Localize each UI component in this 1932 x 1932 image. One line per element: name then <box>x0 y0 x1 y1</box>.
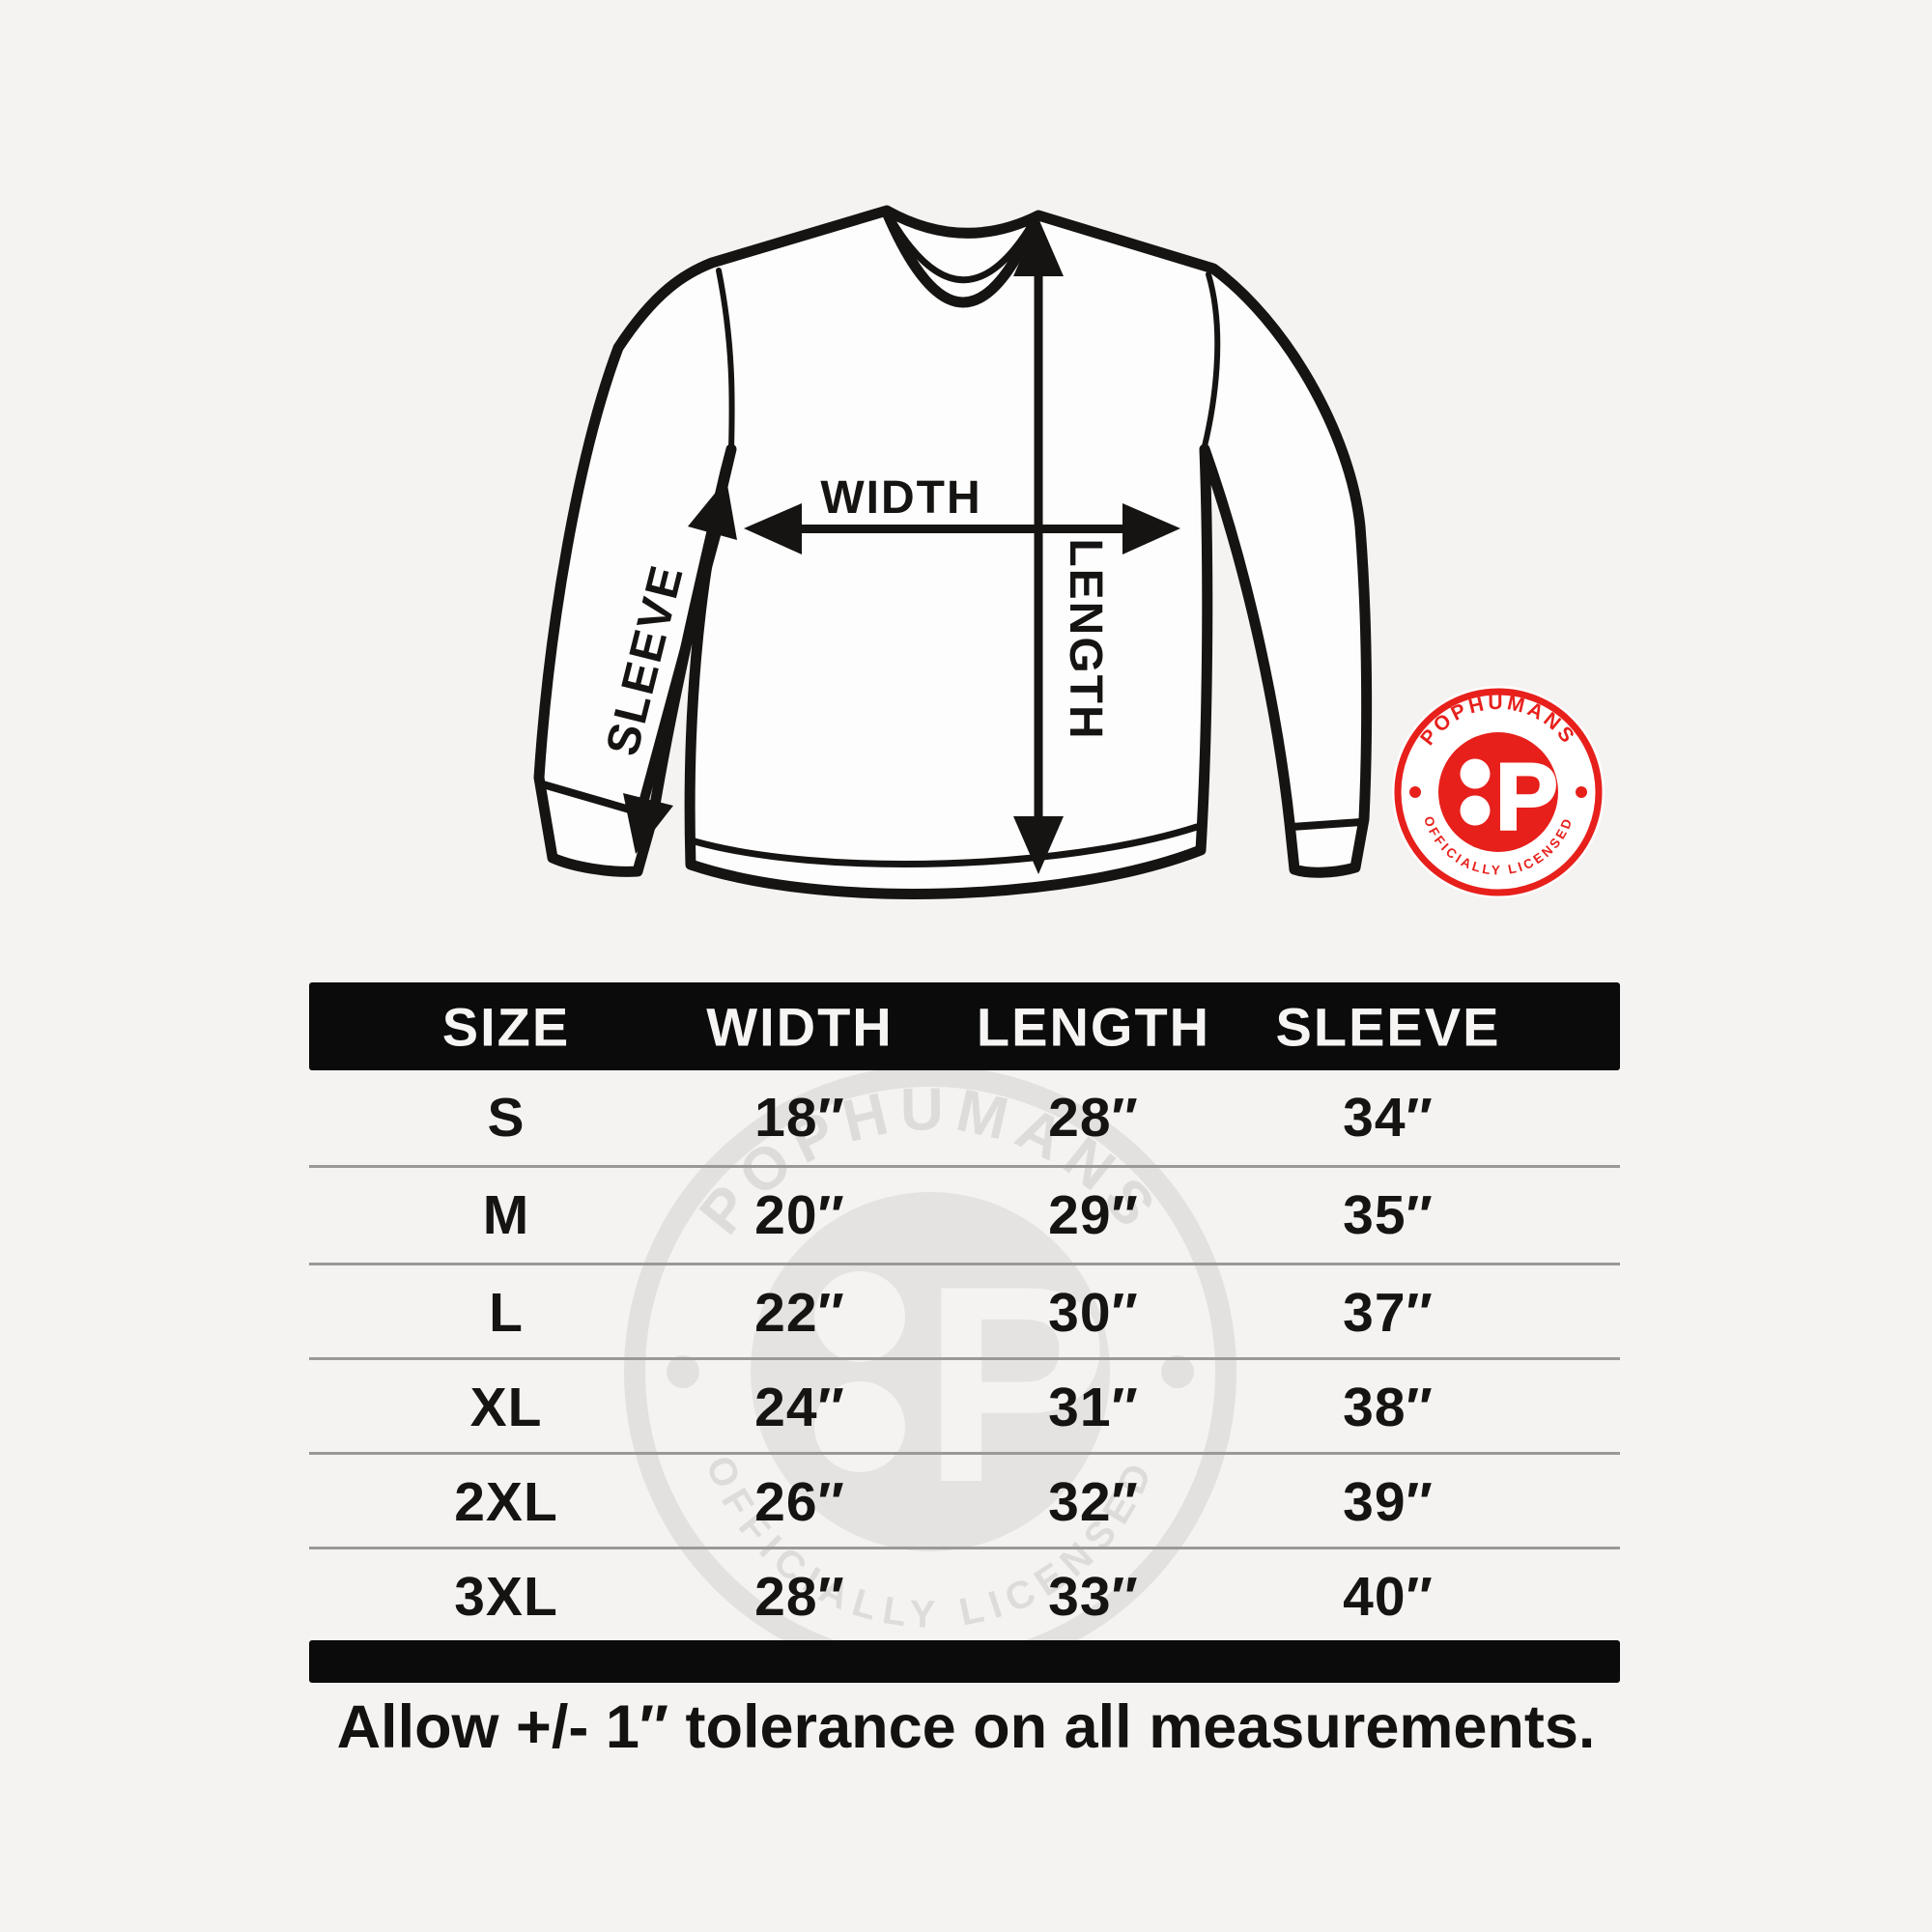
size-value: 2XL <box>454 1471 558 1533</box>
length-arrow-bottom-head <box>1013 816 1064 874</box>
table-bottom-bar <box>309 1640 1620 1683</box>
width-value: 26″ <box>754 1471 845 1533</box>
length-value: 29″ <box>1048 1184 1139 1246</box>
length-value: 30″ <box>1048 1282 1139 1344</box>
watermark-logo-letter: P <box>923 1228 1109 1541</box>
width-value: 22″ <box>754 1282 845 1344</box>
table-row: S 18″ 28″ 34″ <box>309 1070 1620 1165</box>
length-arrow-label: LENGTH <box>1060 538 1111 740</box>
size-value: L <box>489 1282 524 1344</box>
width-arrow-line <box>784 525 1138 533</box>
width-value: 20″ <box>754 1184 845 1246</box>
size-chart-table: SIZE WIDTH LENGTH SLEEVE S 18″ 28″ 34″ M… <box>309 982 1620 1683</box>
column-header-sleeve: SLEEVE <box>1275 996 1501 1057</box>
width-value: 24″ <box>754 1377 845 1438</box>
column-header-length: LENGTH <box>976 996 1211 1057</box>
width-value: 28″ <box>754 1566 845 1628</box>
width-arrow-left-head <box>744 503 802 554</box>
shirt-silhouette <box>533 205 1373 899</box>
sleeve-arrow-top-head <box>688 479 737 540</box>
width-arrow-right-head <box>1122 503 1180 554</box>
column-header-width: WIDTH <box>706 996 894 1057</box>
width-value: 18″ <box>754 1087 845 1149</box>
length-arrow-line <box>1034 232 1043 823</box>
table-header-bar: SIZE WIDTH LENGTH SLEEVE <box>309 982 1620 1070</box>
licensed-badge: POPHUMANS OFFICIALLY LICENSED P <box>1392 686 1605 898</box>
length-value: 33″ <box>1048 1566 1139 1628</box>
sleeve-value: 39″ <box>1343 1471 1434 1533</box>
table-row: XL 24″ 31″ 38″ <box>309 1357 1620 1455</box>
length-value: 31″ <box>1048 1377 1139 1438</box>
sleeve-value: 40″ <box>1343 1566 1434 1628</box>
table-row: 2XL 26″ 32″ 39″ <box>309 1452 1620 1549</box>
length-value: 28″ <box>1048 1087 1139 1149</box>
sleeve-value: 35″ <box>1343 1184 1434 1246</box>
sleeve-arrow-line <box>639 530 722 804</box>
size-value: S <box>487 1087 526 1149</box>
width-arrow-label: WIDTH <box>820 472 981 524</box>
length-arrow-top-head <box>1013 218 1064 276</box>
table-row: M 20″ 29″ 35″ <box>309 1165 1620 1263</box>
column-header-size: SIZE <box>441 996 571 1057</box>
table-row: L 22″ 30″ 37″ <box>309 1263 1620 1360</box>
measurement-arrows <box>623 218 1180 874</box>
tolerance-note: Allow +/- 1″ tolerance on all measuremen… <box>336 1693 1596 1761</box>
size-value: XL <box>469 1377 543 1438</box>
sleeve-value: 34″ <box>1343 1087 1434 1149</box>
table-row: 3XL 28″ 33″ 40″ <box>309 1547 1620 1644</box>
badge-logo-dot-bottom <box>1460 795 1491 826</box>
sleeve-value: 38″ <box>1343 1377 1434 1438</box>
length-value: 32″ <box>1048 1471 1139 1533</box>
size-value: 3XL <box>454 1566 558 1628</box>
sleeve-value: 37″ <box>1343 1282 1434 1344</box>
size-value: M <box>482 1184 530 1246</box>
badge-logo-letter: P <box>1495 744 1558 849</box>
badge-logo-dot-top <box>1460 758 1491 789</box>
shirt-drawing <box>533 205 1373 899</box>
sleeve-arrow-bottom-head <box>623 793 673 854</box>
